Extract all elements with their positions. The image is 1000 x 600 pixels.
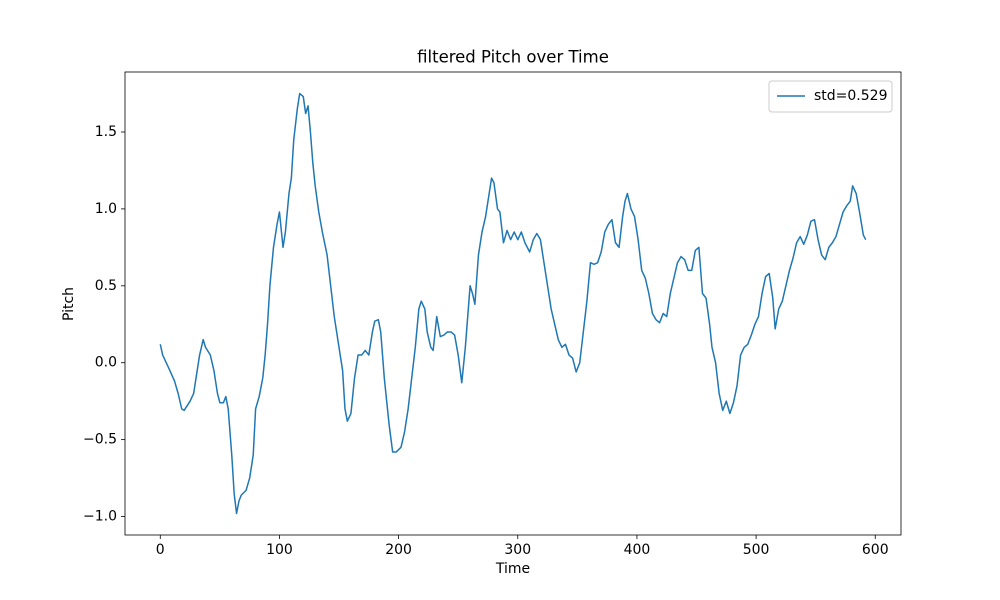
- x-tick-label: 300: [504, 542, 531, 558]
- legend-box: [768, 80, 893, 113]
- x-tick-label: 100: [266, 542, 293, 558]
- x-tick-label: 500: [743, 542, 770, 558]
- legend-label: std=0.529: [814, 88, 887, 104]
- x-tick-label: 400: [624, 542, 651, 558]
- x-tick-label: 200: [385, 542, 412, 558]
- x-tick-label: 0: [156, 542, 165, 558]
- plot-frame: [124, 71, 902, 536]
- y-axis-label: Pitch: [61, 287, 77, 321]
- y-tick-label: 1.0: [95, 201, 117, 217]
- x-tick-label: 600: [862, 542, 889, 558]
- y-tick-label: −0.5: [83, 432, 117, 448]
- y-tick-label: 0.5: [95, 278, 117, 294]
- y-tick-label: 1.5: [95, 124, 117, 140]
- y-tick-label: 0.0: [95, 355, 117, 371]
- y-tick-label: −1.0: [83, 509, 117, 525]
- data-line: [159, 92, 867, 515]
- chart-title: filtered Pitch over Time: [417, 48, 609, 67]
- x-axis-label: Time: [495, 561, 530, 577]
